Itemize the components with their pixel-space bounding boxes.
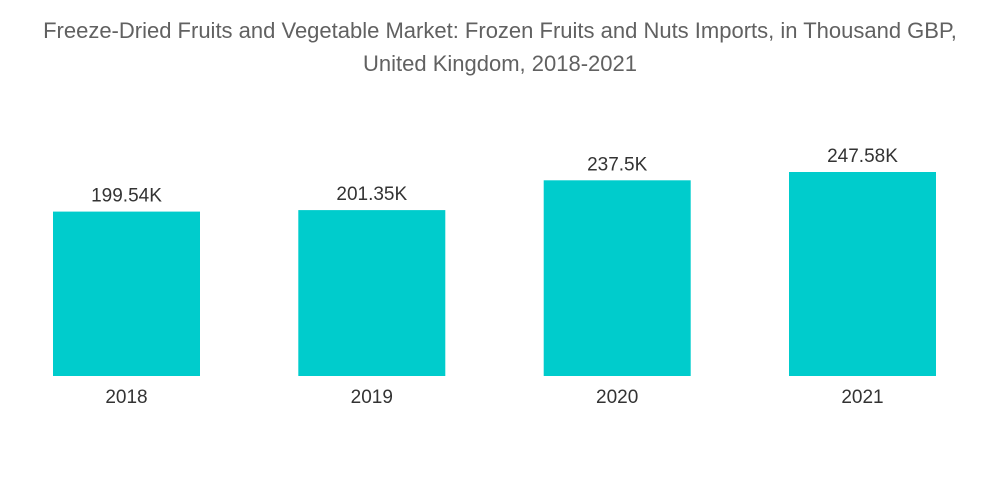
bar-2018	[53, 211, 200, 376]
value-labels-group: 199.54K 201.35K 237.5K 247.58K	[91, 146, 898, 207]
bar-2021	[789, 172, 936, 376]
x-tick-label-2019: 2019	[351, 387, 393, 408]
chart-title-line-1: Freeze-Dried Fruits and Vegetable Market…	[43, 18, 957, 43]
value-label-2020: 237.5K	[587, 154, 648, 175]
bar-2019	[298, 210, 446, 376]
bar-2020	[543, 180, 691, 376]
chart-title: Freeze-Dried Fruits and Vegetable Market…	[0, 14, 1000, 80]
value-label-2021: 247.58K	[827, 146, 898, 167]
chart-title-line-2: United Kingdom, 2018-2021	[363, 51, 637, 76]
bars-group	[53, 172, 936, 376]
value-label-2018: 199.54K	[91, 186, 162, 207]
x-tick-label-2021: 2021	[841, 387, 883, 408]
value-label-2019: 201.35K	[336, 184, 407, 205]
x-tick-label-2018: 2018	[105, 387, 147, 408]
x-tick-label-2020: 2020	[596, 387, 638, 408]
x-tick-labels-group: 2018 2019 2020 2021	[105, 387, 883, 408]
